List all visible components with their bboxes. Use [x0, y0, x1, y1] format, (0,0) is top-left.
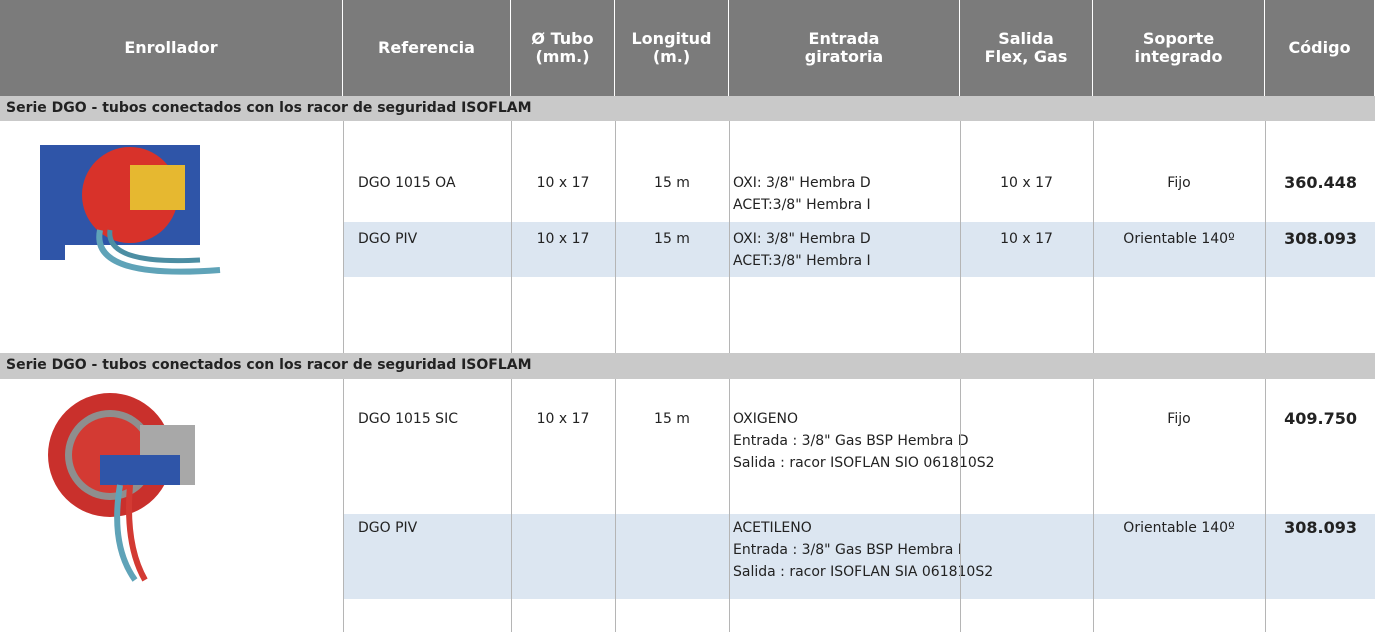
tubo-cell: 10 x 17	[536, 175, 590, 191]
product-image	[40, 145, 221, 275]
entrada-line: Entrada : 3/8" Gas BSP Hembra D	[733, 433, 969, 449]
header-cell: Referencia	[343, 0, 511, 96]
header-cell: Longitud (m.)	[615, 0, 729, 96]
column-divider	[1093, 121, 1094, 353]
section-title: Serie DGO - tubos conectados con los rac…	[0, 96, 1375, 121]
header-text: Longitud	[631, 29, 712, 48]
referencia-cell: DGO PIV	[358, 231, 418, 247]
soporte-cell: Fijo	[1167, 411, 1191, 427]
row-bg	[343, 514, 1375, 599]
header-text: integrado	[1134, 47, 1223, 66]
column-divider	[343, 121, 344, 353]
column-divider	[615, 379, 616, 632]
column-divider	[511, 379, 512, 632]
header-text: Referencia	[378, 38, 475, 57]
soporte-cell: Fijo	[1167, 175, 1191, 191]
entrada-line: Entrada : 3/8" Gas BSP Hembra I	[733, 542, 962, 558]
column-divider	[1093, 379, 1094, 632]
tubo-cell: 10 x 17	[536, 411, 590, 427]
tubo-cell: 10 x 17	[536, 231, 590, 247]
codigo-cell: 308.093	[1284, 229, 1357, 248]
header-cell: Entrada giratoria	[729, 0, 960, 96]
longitud-cell: 15 m	[654, 175, 690, 191]
header-text: (m.)	[652, 47, 691, 66]
row-bg	[343, 222, 1375, 277]
entrada-line: ACETILENO	[733, 520, 812, 536]
header-text: giratoria	[804, 47, 884, 66]
header-cell: Ø Tubo (mm.)	[511, 0, 615, 96]
header-text: Salida	[998, 29, 1054, 48]
column-divider	[615, 121, 616, 353]
column-divider	[729, 379, 730, 632]
header-cell: Código	[1265, 0, 1375, 96]
column-divider	[1265, 379, 1266, 632]
soporte-cell: Orientable 140º	[1123, 520, 1235, 536]
entrada-line: Salida : racor ISOFLAN SIA 061810S2	[733, 564, 994, 580]
entrada-line: OXI: 3/8" Hembra D	[733, 231, 871, 247]
referencia-cell: DGO PIV	[358, 520, 418, 536]
section-title: Serie DGO - tubos conectados con los rac…	[0, 353, 1375, 379]
column-divider	[343, 379, 344, 632]
header-text: Enrollador	[124, 38, 218, 57]
column-divider	[511, 121, 512, 353]
product-image	[48, 393, 195, 582]
header-cell: Soporte integrado	[1093, 0, 1265, 96]
salida-cell: 10 x 17	[1000, 175, 1053, 191]
header-text: Entrada	[808, 29, 880, 48]
header-text: Flex, Gas	[984, 47, 1068, 66]
codigo-cell: 308.093	[1284, 518, 1357, 537]
entrada-line: ACET:3/8" Hembra I	[733, 197, 871, 213]
header-text: Código	[1288, 38, 1351, 57]
longitud-cell: 15 m	[654, 231, 690, 247]
header-text: Soporte	[1142, 29, 1215, 48]
header-cell: Salida Flex, Gas	[960, 0, 1093, 96]
column-divider	[1265, 121, 1266, 353]
row-bg	[343, 121, 1375, 222]
column-divider	[960, 379, 961, 632]
entrada-line: ACET:3/8" Hembra I	[733, 253, 871, 269]
entrada-line: OXI: 3/8" Hembra D	[733, 175, 871, 191]
salida-cell: 10 x 17	[1000, 231, 1053, 247]
header-text: Ø Tubo	[531, 29, 594, 48]
entrada-line: Salida : racor ISOFLAN SIO 061810S2	[733, 455, 995, 471]
soporte-cell: Orientable 140º	[1123, 231, 1235, 247]
row-bg	[343, 379, 1375, 514]
column-divider	[729, 121, 730, 353]
codigo-cell: 360.448	[1284, 173, 1357, 192]
referencia-cell: DGO 1015 OA	[358, 175, 456, 191]
longitud-cell: 15 m	[654, 411, 690, 427]
header-cell: Enrollador	[0, 0, 343, 96]
codigo-cell: 409.750	[1284, 409, 1357, 428]
referencia-cell: DGO 1015 SIC	[358, 411, 458, 427]
entrada-line: OXIGENO	[733, 411, 799, 427]
header-text: (mm.)	[535, 47, 590, 66]
column-divider	[960, 121, 961, 353]
